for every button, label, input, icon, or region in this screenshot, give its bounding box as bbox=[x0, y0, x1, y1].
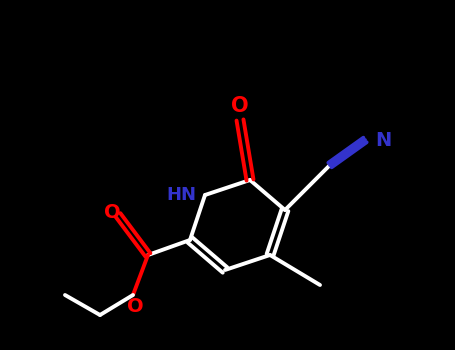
Text: O: O bbox=[126, 297, 143, 316]
Text: O: O bbox=[104, 203, 120, 223]
Text: O: O bbox=[231, 96, 249, 116]
Text: N: N bbox=[375, 131, 391, 149]
Text: HN: HN bbox=[166, 186, 196, 204]
